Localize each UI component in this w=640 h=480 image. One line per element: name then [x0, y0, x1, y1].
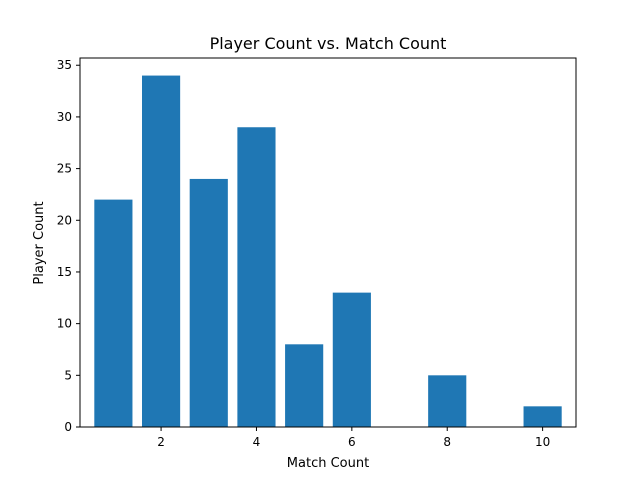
bar-1 — [94, 199, 133, 427]
y-axis-label: Player Count — [32, 201, 47, 284]
bar-6 — [332, 292, 371, 427]
y-tick-label-10: 10 — [57, 317, 72, 331]
bar-10 — [523, 406, 562, 427]
y-tick-label-15: 15 — [57, 265, 72, 279]
x-axis-ticks: 2 4 6 8 10 — [157, 427, 550, 449]
bar-5 — [285, 344, 324, 427]
bar-2 — [142, 75, 181, 427]
chart-title: Player Count vs. Match Count — [210, 34, 447, 53]
y-tick-label-0: 0 — [64, 420, 72, 434]
x-tick-label-2: 2 — [157, 435, 165, 449]
x-tick-label-6: 6 — [348, 435, 356, 449]
y-tick-label-25: 25 — [57, 162, 72, 176]
y-tick-label-5: 5 — [64, 368, 72, 382]
y-axis-ticks: 0 5 10 15 20 25 30 35 — [57, 58, 80, 434]
y-tick-label-30: 30 — [57, 110, 72, 124]
bar-8 — [428, 375, 467, 427]
x-tick-label-8: 8 — [443, 435, 451, 449]
bar-3 — [189, 178, 228, 427]
plot-frame — [79, 57, 577, 428]
x-tick-label-10: 10 — [535, 435, 550, 449]
bar-4 — [237, 127, 276, 427]
bars-group — [94, 75, 562, 427]
x-tick-label-4: 4 — [253, 435, 261, 449]
y-tick-label-35: 35 — [57, 58, 72, 72]
y-tick-label-20: 20 — [57, 213, 72, 227]
x-axis-label: Match Count — [287, 456, 369, 471]
